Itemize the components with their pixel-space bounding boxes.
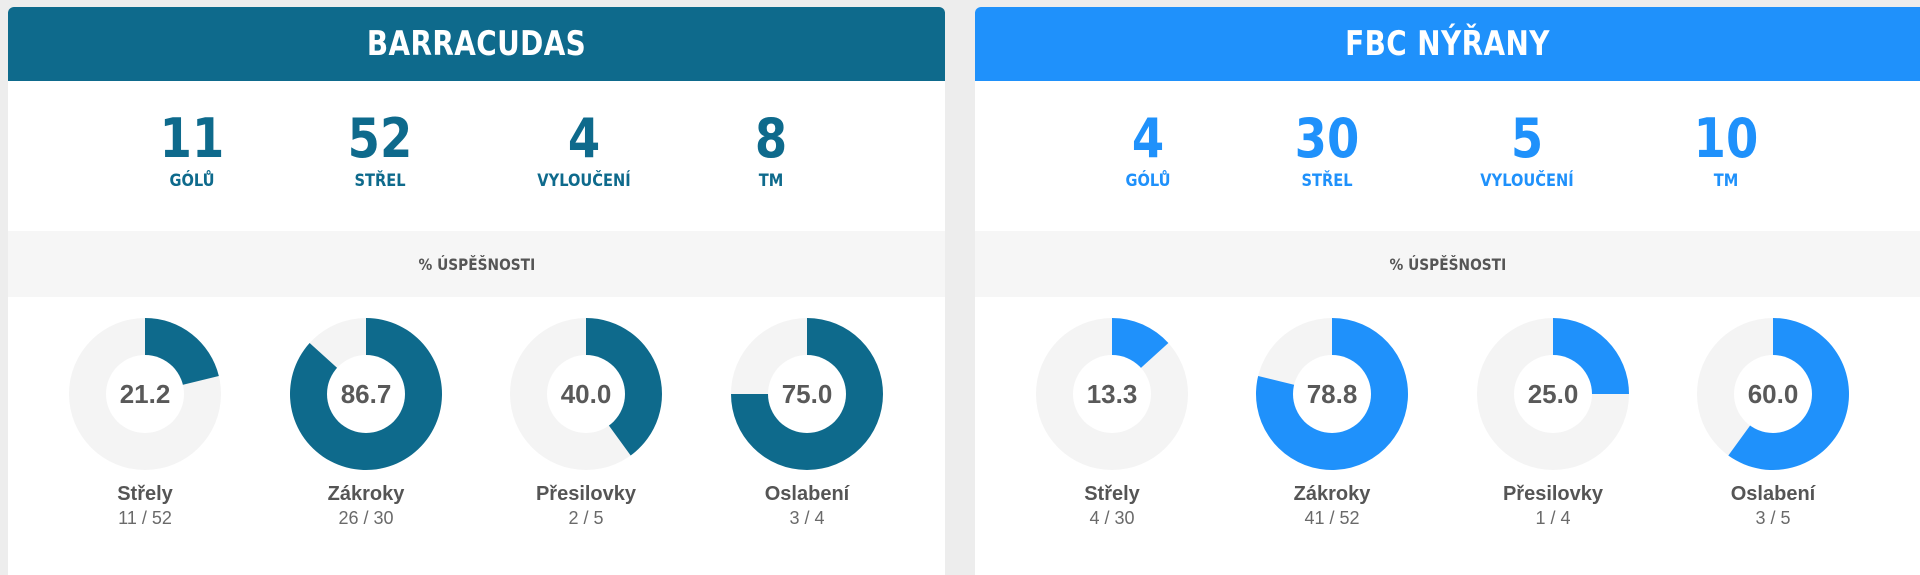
donut-hole (106, 355, 184, 433)
donut-saves: 78.8 Zákroky 41 / 52 (1242, 317, 1422, 529)
team-stats: 11 GÓLŮ 52 STŘEL 4 VYLOUČENÍ 8 TM (8, 81, 945, 231)
stat-label: STŘEL (354, 171, 406, 191)
success-rate-charts: 13.3 Střely 4 / 30 78.8 Zákroky 41 / 52 25.0… (975, 297, 1920, 575)
donut-value-label: 25.0 (1528, 379, 1579, 409)
donut-hole (1073, 355, 1151, 433)
donut-chart: 86.7 (290, 318, 442, 470)
donut-fraction: 26 / 30 (338, 508, 394, 528)
donut-shots: 21.2 Střely 11 / 52 (55, 317, 235, 529)
donut-hole (1514, 355, 1592, 433)
donut-penalty-kill: 60.0 Oslabení 3 / 5 (1683, 317, 1863, 529)
team-header-bar: FBC NÝŘANY (975, 7, 1920, 81)
stat-value: 4 (1131, 107, 1165, 170)
stat-label: TM (1713, 171, 1739, 191)
team-header-bar: BARRACUDAS (8, 7, 945, 81)
donut-value-label: 13.3 (1087, 379, 1138, 409)
donut-chart: 13.3 (1036, 318, 1188, 470)
donut-name: Přesilovky (535, 483, 637, 505)
stat-penalty-minutes: 8 TM (671, 107, 871, 192)
donut-chart: 21.2 (69, 318, 221, 470)
donut-name: Zákroky (327, 483, 405, 505)
stat-value: 11 (159, 107, 225, 170)
donut-fraction: 11 / 52 (118, 508, 172, 528)
stat-label: STŘEL (1301, 171, 1353, 191)
donut-name: Oslabení (764, 483, 850, 505)
donut-fraction: 41 / 52 (1304, 508, 1360, 528)
donut-saves: 86.7 Zákroky 26 / 30 (276, 317, 456, 529)
donut-chart: 75.0 (731, 318, 883, 470)
donut-name: Zákroky (1293, 483, 1371, 505)
donut-value-label: 78.8 (1307, 379, 1358, 409)
stat-penalty-minutes: 10 TM (1626, 107, 1826, 192)
donut-chart: 25.0 (1477, 318, 1629, 470)
success-rate-heading: % ÚSPĚŠNOSTI (1389, 254, 1506, 274)
team-name: FBC NÝŘANY (1345, 24, 1550, 64)
success-rate-charts: 21.2 Střely 11 / 52 86.7 Zákroky 26 / 30 40.… (8, 297, 945, 575)
donut-value-label: 75.0 (782, 379, 833, 409)
donut-name: Oslabení (1730, 483, 1816, 505)
team-stats: 4 GÓLŮ 30 STŘEL 5 VYLOUČENÍ 10 TM (975, 81, 1920, 231)
stat-label: VYLOUČENÍ (1480, 171, 1574, 191)
donut-fraction: 2 / 5 (568, 508, 604, 528)
donut-name: Střely (117, 483, 173, 505)
stat-label: GÓLŮ (1125, 171, 1171, 191)
success-rate-heading: % ÚSPĚŠNOSTI (418, 254, 535, 274)
stat-value: 8 (754, 107, 788, 170)
donut-penalty-kill: 75.0 Oslabení 3 / 4 (717, 317, 897, 529)
stat-value: 30 (1294, 107, 1360, 170)
donut-name: Přesilovky (1502, 483, 1604, 505)
donut-name: Střely (1084, 483, 1140, 505)
team-panel-home: BARRACUDAS 11 GÓLŮ 52 STŘEL 4 VYLOUČENÍ … (8, 7, 945, 575)
team-panel-away: FBC NÝŘANY 4 GÓLŮ 30 STŘEL 5 VYLOUČENÍ 1… (975, 7, 1920, 575)
donut-hole (547, 355, 625, 433)
stat-penalties: 4 VYLOUČENÍ (484, 107, 684, 192)
stat-value: 52 (347, 107, 413, 170)
stat-penalties: 5 VYLOUČENÍ (1427, 107, 1627, 192)
donut-chart: 60.0 (1697, 318, 1849, 470)
stat-value: 10 (1693, 107, 1759, 170)
stat-goals: 11 GÓLŮ (92, 107, 292, 192)
donut-value-label: 86.7 (341, 379, 392, 409)
donut-value-label: 21.2 (120, 379, 171, 409)
donut-chart: 40.0 (510, 318, 662, 470)
donut-powerplay: 40.0 Přesilovky 2 / 5 (496, 317, 676, 529)
stat-goals: 4 GÓLŮ (1048, 107, 1248, 192)
donut-hole (1734, 355, 1812, 433)
team-name: BARRACUDAS (366, 24, 587, 64)
donut-value-label: 60.0 (1748, 379, 1799, 409)
success-rate-heading-band: % ÚSPĚŠNOSTI (975, 231, 1920, 297)
stat-label: VYLOUČENÍ (537, 171, 631, 191)
donut-chart: 78.8 (1256, 318, 1408, 470)
stat-label: TM (758, 171, 784, 191)
stat-shots: 52 STŘEL (280, 107, 480, 192)
stat-value: 4 (567, 107, 601, 170)
donut-shots: 13.3 Střely 4 / 30 (1022, 317, 1202, 529)
success-rate-heading-band: % ÚSPĚŠNOSTI (8, 231, 945, 297)
donut-value-label: 40.0 (561, 379, 612, 409)
donut-hole (1293, 355, 1371, 433)
stat-value: 5 (1510, 107, 1544, 170)
donut-fraction: 1 / 4 (1535, 508, 1571, 528)
donut-hole (327, 355, 405, 433)
stat-label: GÓLŮ (169, 171, 215, 191)
stat-shots: 30 STŘEL (1227, 107, 1427, 192)
donut-fraction: 4 / 30 (1089, 508, 1135, 528)
donut-powerplay: 25.0 Přesilovky 1 / 4 (1463, 317, 1643, 529)
donut-fraction: 3 / 5 (1755, 508, 1791, 528)
donut-hole (768, 355, 846, 433)
donut-fraction: 3 / 4 (789, 508, 825, 528)
